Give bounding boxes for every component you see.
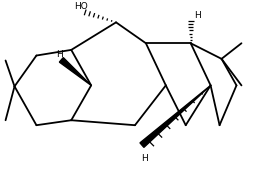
Text: H: H bbox=[141, 154, 148, 163]
Polygon shape bbox=[59, 58, 91, 85]
Polygon shape bbox=[140, 85, 211, 147]
Text: H: H bbox=[56, 50, 63, 59]
Text: H: H bbox=[194, 11, 200, 20]
Text: HO: HO bbox=[74, 2, 88, 11]
